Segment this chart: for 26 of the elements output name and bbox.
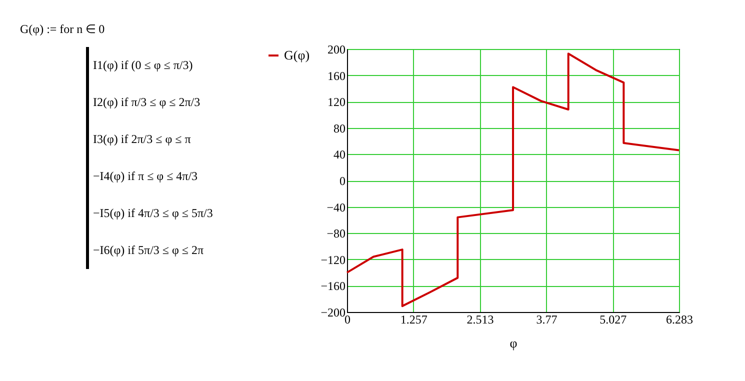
y-tick-label: 200 bbox=[328, 42, 346, 56]
y-tick-label: −80 bbox=[326, 226, 346, 241]
y-tick-label: 40 bbox=[334, 148, 346, 162]
y-tick-label: −120 bbox=[320, 252, 346, 267]
text: −I6(φ) if 5π/3 ≤ φ ≤ 2π bbox=[93, 242, 205, 259]
y-tick-label: −160 bbox=[320, 279, 346, 294]
x-tick-label: 6.283 bbox=[666, 312, 693, 326]
y-tick-label: 80 bbox=[334, 121, 346, 136]
x-tick-label: 5.027 bbox=[600, 312, 627, 326]
text: −I4(φ) if π ≤ φ ≤ 4π/3 bbox=[93, 168, 199, 185]
text: G(φ) := for n ∈ 0 bbox=[20, 22, 106, 37]
x-tick-label: 1.257 bbox=[400, 312, 428, 326]
line-series bbox=[346, 52, 680, 308]
y-tick-label: 160 bbox=[328, 68, 346, 83]
text: I3(φ) if 2π/3 ≤ φ ≤ π bbox=[93, 131, 192, 148]
x-tick-label: 3.77 bbox=[536, 312, 558, 326]
y-tick-label: −200 bbox=[320, 306, 346, 320]
legend-label: G(φ) bbox=[284, 48, 310, 62]
text: I2(φ) if π/3 ≤ φ ≤ 2π/3 bbox=[93, 94, 202, 111]
y-tick-label: 0 bbox=[340, 174, 346, 188]
x-tick-label: 2.513 bbox=[466, 312, 494, 326]
x-axis-title: φ bbox=[510, 336, 518, 350]
text: −I5(φ) if 4π/3 ≤ φ ≤ 5π/3 bbox=[93, 205, 213, 222]
text: I1(φ) if (0 ≤ φ ≤ π/3) bbox=[93, 57, 194, 74]
y-tick-label: 120 bbox=[328, 95, 346, 110]
y-tick-label: −40 bbox=[326, 200, 346, 214]
